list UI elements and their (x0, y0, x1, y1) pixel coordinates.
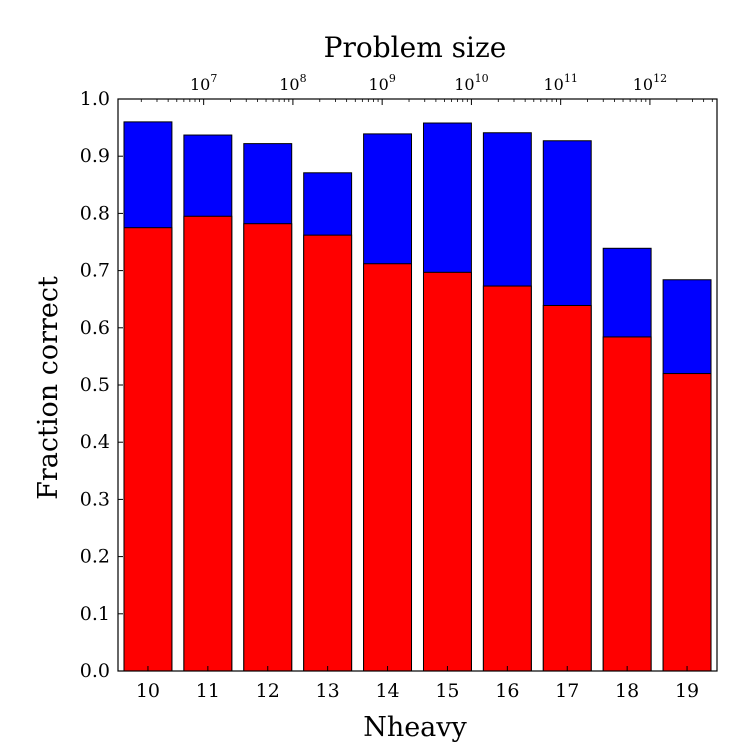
bar-series2-14 (363, 263, 413, 672)
x-axis-title: Nheavy (363, 712, 467, 743)
y-tick-label: 0.2 (80, 546, 110, 568)
x-tick-label: 10 (136, 680, 160, 702)
x-tick-label: 16 (495, 680, 519, 702)
y-tick-label: 0.0 (80, 660, 110, 682)
x-tick-label: 17 (555, 680, 579, 702)
y-tick-label: 0.1 (80, 603, 110, 625)
bar-series2-15 (422, 271, 472, 672)
top-tick-label: 1011 (543, 72, 577, 94)
y-tick-label: 0.3 (80, 488, 110, 510)
y-tick-label: 0.6 (80, 317, 110, 339)
x-tick-label: 11 (196, 680, 220, 702)
bars-layer (123, 121, 712, 672)
top-tick-label: 1010 (454, 72, 488, 94)
axes-layer: 0.00.10.20.30.40.50.60.70.80.91.010 11 12 1… (80, 72, 718, 702)
x-tick-label: 19 (675, 680, 699, 702)
top-axis-title: Problem size (324, 31, 507, 64)
top-tick-label: 109 (368, 72, 395, 94)
bar-series2-16 (482, 285, 532, 672)
y-tick-label: 0.8 (80, 202, 110, 224)
bar-series2-18 (602, 336, 652, 672)
bar-series2-19 (662, 373, 712, 672)
top-tick-label: 1012 (633, 72, 667, 94)
x-tick-label: 13 (316, 680, 340, 702)
top-tick-label: 108 (279, 72, 306, 94)
top-tick-label: 107 (190, 72, 217, 94)
bar-series2-17 (542, 304, 592, 672)
bar-series2-11 (183, 215, 233, 672)
bar-series2-10 (123, 227, 173, 672)
y-tick-label: 0.9 (80, 145, 110, 167)
y-tick-label: 0.7 (80, 260, 110, 282)
y-tick-label: 1.0 (80, 88, 110, 110)
x-tick-label: 18 (615, 680, 639, 702)
bar-series2-12 (243, 223, 293, 672)
x-tick-label: 15 (435, 680, 459, 702)
x-tick-label: 14 (375, 680, 399, 702)
y-tick-label: 0.4 (80, 431, 110, 453)
bar-series2-13 (303, 234, 353, 672)
y-axis-title: Fraction correct (33, 276, 64, 500)
x-tick-label: 12 (256, 680, 280, 702)
y-tick-label: 0.5 (80, 374, 110, 396)
